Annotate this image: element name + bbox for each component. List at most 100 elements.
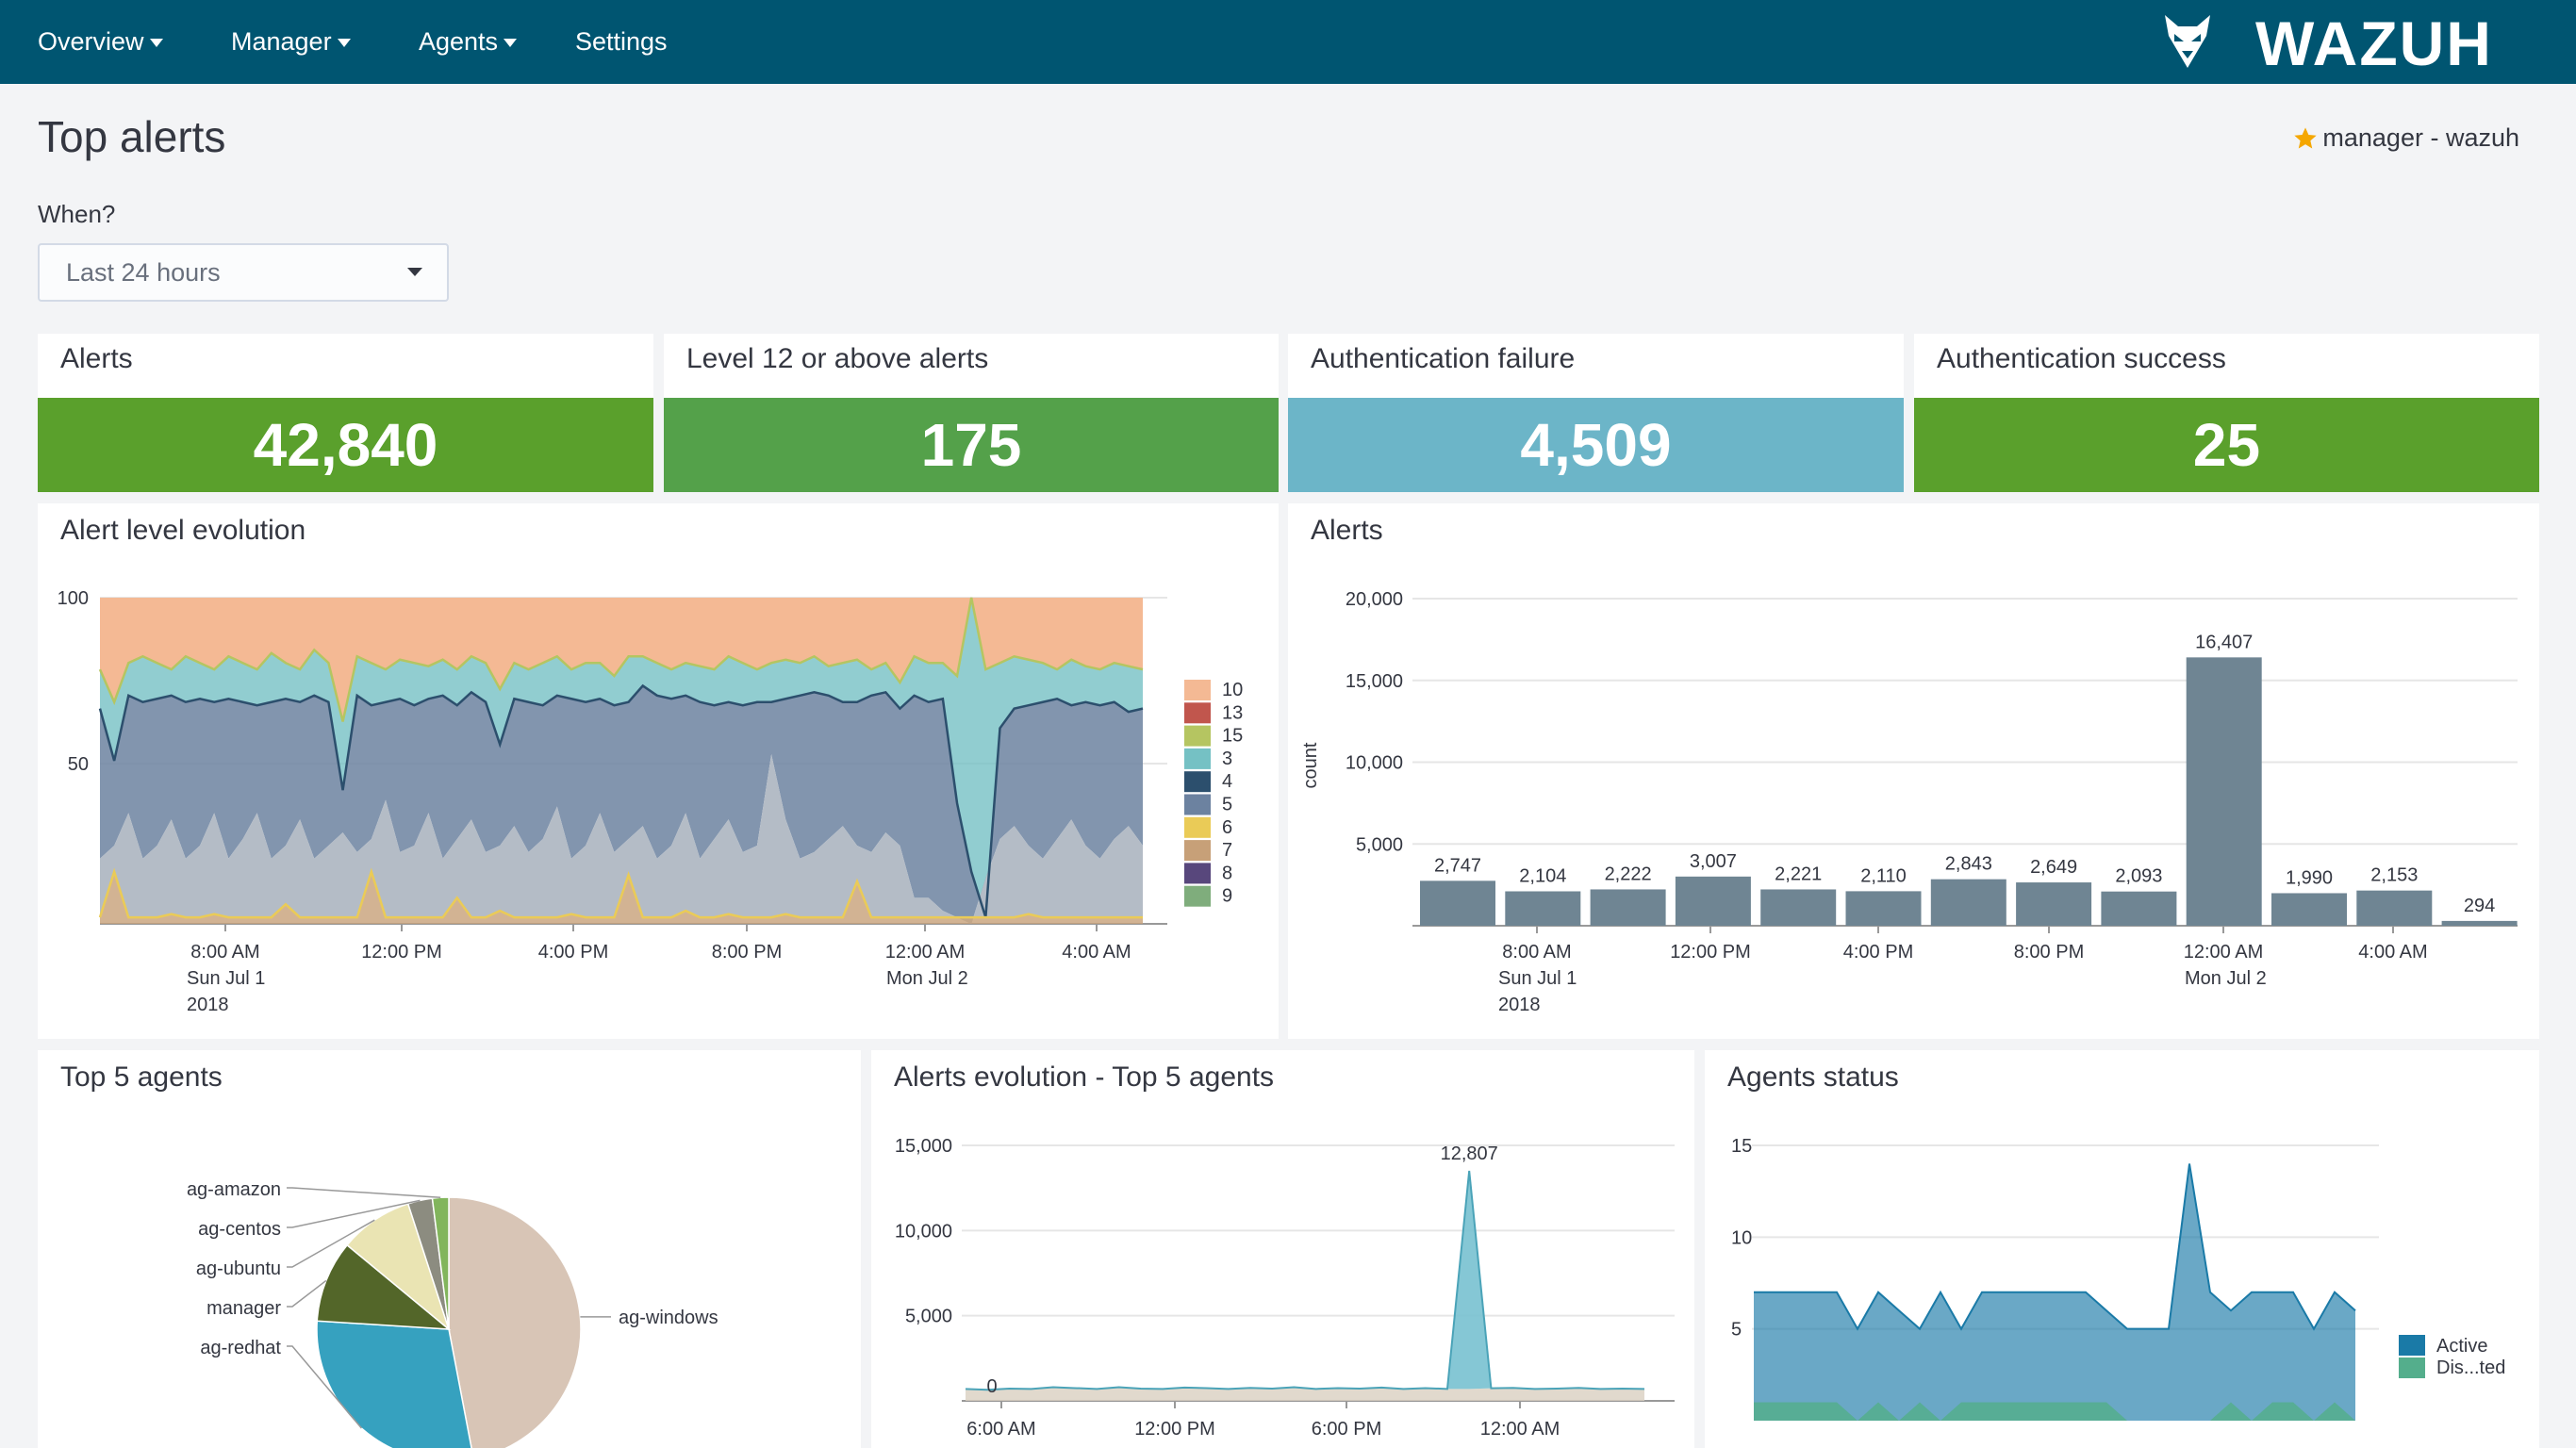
bar-value-label: 1,990 [2286,867,2333,888]
bar-value-label: 294 [2464,896,2495,916]
x-tick-label: 8:00 AM [190,942,259,963]
x-tick-label: 12:00 AM [885,942,966,963]
manager-indicator: manager - wazuh [2292,123,2519,153]
bar-value-label: 2,104 [1519,865,1566,886]
legend-swatch [1184,680,1211,700]
legend-swatch [2399,1358,2425,1378]
legend-label: 6 [1222,817,1232,838]
nav-agents[interactable]: Agents [419,0,518,84]
legend-swatch [1184,885,1211,907]
histogram-bar [1505,891,1581,926]
legend-label: 9 [1222,886,1232,907]
y-tick-label: 20,000 [1346,589,1403,610]
page-title: Top alerts [38,112,226,161]
alerts-bar-chart[interactable]: 20,000 15,000 10,000 5,000 count 2,747 2,104… [1288,503,2539,1039]
brand-logo-text[interactable]: WAZUH [2255,8,2493,78]
agent-peak-line [965,1170,1645,1391]
x-tick-label: 4:00 AM [2358,942,2427,963]
y-tick-label: 10 [1731,1227,1752,1248]
histogram-bar [2356,890,2433,926]
y-tick-label: 15 [1731,1136,1752,1157]
metric-title: Authentication failure [1311,343,1576,374]
pie-label: manager [206,1298,281,1319]
pie-leader-line [287,1345,362,1429]
metric-panel-auth-failure: Authentication failure 4,509 [1288,334,1904,492]
metric-value: 175 [664,398,1279,492]
time-range-select[interactable]: Last 24 hours [38,243,449,302]
pie-slice [346,1202,451,1332]
alerts-evolution-chart[interactable]: 15,000 10,000 5,000 12,807 0 6:00 AM 12:00 P… [871,1050,1694,1448]
x-tick-label: 4:00 PM [1843,942,1913,963]
metric-panel-alerts: Alerts 42,840 [38,334,653,492]
panel-top5-agents: Top 5 agents ag-windows ag-redhat manager a… [38,1050,861,1448]
nav-manager[interactable]: Manager [231,0,351,84]
legend-label: 4 [1222,771,1232,792]
x-tick-label: 8:00 PM [712,942,782,963]
metric-value: 4,509 [1288,398,1904,492]
histogram-bar [2016,882,2092,926]
legend-swatch [1184,863,1211,884]
level-6-area [100,754,1143,924]
nav-overview-label: Overview [38,27,144,56]
x-tick-sublabel: 2018 [187,995,229,1015]
x-tick-sublabel: Mon Jul 2 [886,968,968,989]
wazuh-wolf-logo-icon [2165,15,2210,68]
alert-level-chart[interactable]: 100 50 8:00 AM Sun Jul 1 2018 12:00 PM 4:00 … [38,503,1279,1039]
pie-label: ag-centos [198,1219,281,1240]
pie-slice [316,1320,472,1448]
level-6-line [98,867,1143,919]
legend-label: 13 [1222,702,1243,723]
chevron-down-icon [407,268,422,276]
histogram-bar [1845,891,1922,926]
histogram-bar [2186,657,2262,926]
x-tick-sublabel: Mon Jul 2 [2185,968,2267,989]
metric-panel-auth-success: Authentication success 25 [1914,334,2539,492]
bar-value-label: 2,110 [1860,865,1907,886]
x-tick-label: 8:00 PM [2014,942,2084,963]
pie-label: ag-redhat [200,1338,281,1358]
histogram-bar [1760,889,1837,926]
pie-leader-line [287,1199,421,1228]
y-tick-label: 15,000 [895,1136,952,1157]
pie-leader-line [287,1279,327,1308]
legend-label: 7 [1222,840,1232,861]
histogram-bar [1930,879,2006,926]
y-tick-label: 50 [68,754,89,775]
x-tick-label: 4:00 AM [1062,942,1131,963]
legend-label: 5 [1222,795,1232,815]
chevron-down-icon [149,39,163,48]
agent-base-area [966,1387,1644,1401]
y-tick-label: 15,000 [1346,671,1403,692]
metric-title: Alerts [60,343,133,374]
x-tick-label: 6:00 AM [966,1419,1035,1440]
metric-title: Authentication success [1937,343,2226,374]
level-3-area [100,598,1143,918]
histogram-bar [2101,891,2177,926]
histogram-bar [1420,880,1495,926]
legend-label: 3 [1222,749,1232,769]
level-4-line [98,683,1144,918]
pie-label: ag-ubuntu [196,1259,281,1279]
y-tick-label: 5 [1731,1320,1742,1341]
y-tick-label: 10,000 [895,1221,952,1242]
x-tick-sublabel: Sun Jul 1 [187,968,265,989]
bar-value-label: 3,007 [1690,851,1737,872]
y-tick-label: 100 [58,588,89,609]
level-5-area [100,685,1143,924]
nav-agents-label: Agents [419,27,499,56]
pie-label: ag-amazon [187,1179,281,1200]
y-tick-label: 5,000 [1356,834,1403,855]
nav-overview[interactable]: Overview [38,0,163,84]
time-range-label: When? [38,200,116,228]
panel-alert-level-evolution: Alert level evolution 100 50 8:00 AM Sun … [38,503,1279,1039]
panel-alerts-evolution-top5: Alerts evolution - Top 5 agents 15,000 10… [871,1050,1694,1448]
legend-swatch [1184,725,1211,747]
top5-agents-pie-chart[interactable]: ag-windows ag-redhat manager ag-ubuntu ag-ce… [38,1050,861,1448]
bar-value-label: 2,093 [2115,866,2162,887]
level-15-line [98,597,1144,722]
nav-settings[interactable]: Settings [575,0,668,84]
bar-value-label: 2,222 [1605,864,1652,884]
pie-leader-line [287,1187,441,1199]
legend-label: Dis...ted [2436,1358,2505,1378]
